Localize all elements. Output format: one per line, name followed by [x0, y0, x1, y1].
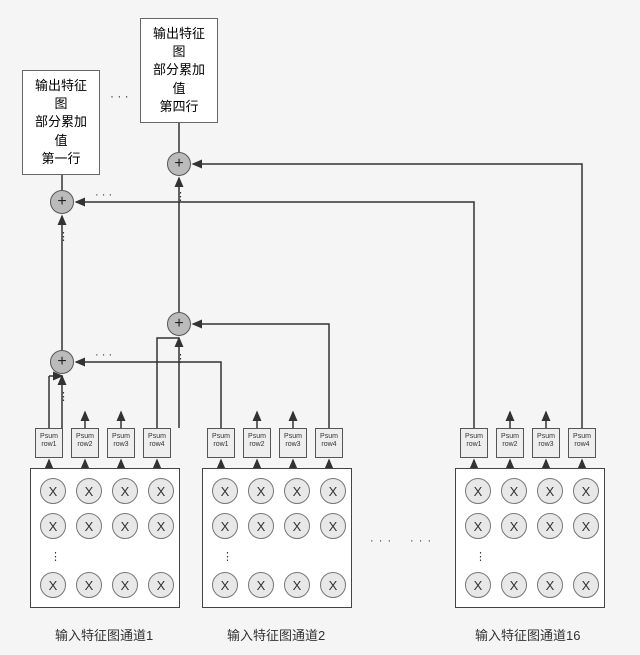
svg-text:⋮: ⋮ [58, 391, 69, 403]
psum-ch16-row2: Psumrow2 [496, 428, 524, 458]
svg-text:· · ·: · · · [110, 89, 129, 103]
out-row1-l1: 输出特征图 [35, 78, 87, 111]
xcell: X [76, 513, 102, 539]
xcell: X [320, 513, 346, 539]
xcell: X [112, 572, 138, 598]
psum-ch2-row3: Psumrow3 [279, 428, 307, 458]
xcell: X [112, 513, 138, 539]
hdots-icon: · · · [370, 535, 392, 547]
xcell: X [248, 572, 274, 598]
xcell: X [148, 572, 174, 598]
xcell: X [76, 478, 102, 504]
psum-ch16-row4: Psumrow4 [568, 428, 596, 458]
xcell: X [248, 513, 274, 539]
xcell: X [284, 513, 310, 539]
xcell: X [40, 513, 66, 539]
out-row4-l1: 输出特征图 [153, 26, 205, 59]
adder-lower-row4: + [167, 312, 191, 336]
xcell: X [501, 572, 527, 598]
xcell: X [320, 572, 346, 598]
psum-ch2-row4: Psumrow4 [315, 428, 343, 458]
svg-text:⋮: ⋮ [175, 191, 186, 203]
xcell: X [212, 513, 238, 539]
xcell: X [148, 513, 174, 539]
channel-label-16: 输入特征图通道16 [475, 625, 580, 644]
out-row4-l3: 第四行 [159, 99, 198, 114]
hdots-icon: · · · [410, 535, 432, 547]
svg-text:· · ·: · · · [95, 189, 112, 201]
channel-label-2: 输入特征图通道2 [227, 625, 325, 644]
xcell: X [284, 478, 310, 504]
xcell: X [284, 572, 310, 598]
xcell: X [465, 513, 491, 539]
xcell: X [573, 572, 599, 598]
vdots-icon: ⋮ [50, 550, 62, 563]
plus-icon: + [174, 315, 183, 333]
xcell: X [465, 478, 491, 504]
plus-icon: + [174, 155, 183, 173]
psum-ch2-row2: Psumrow2 [243, 428, 271, 458]
xcell: X [76, 572, 102, 598]
xcell: X [501, 478, 527, 504]
out-row1-l3: 第一行 [41, 151, 80, 166]
xcell: X [573, 513, 599, 539]
psum-ch2-row1: Psumrow1 [207, 428, 235, 458]
xcell: X [40, 478, 66, 504]
psum-ch16-row1: Psumrow1 [460, 428, 488, 458]
xcell: X [537, 513, 563, 539]
xcell: X [212, 572, 238, 598]
svg-text:⋮: ⋮ [58, 231, 69, 243]
diagram-root: · · · · · · · · · ⋮ ⋮ ⋮ ⋮ [0, 0, 640, 655]
xcell: X [501, 513, 527, 539]
svg-text:⋮: ⋮ [175, 353, 186, 365]
xcell: X [537, 572, 563, 598]
psum-ch1-row1: Psumrow1 [35, 428, 63, 458]
output-box-row4: 输出特征图 部分累加值 第四行 [140, 18, 218, 123]
xcell: X [573, 478, 599, 504]
psum-ch1-row3: Psumrow3 [107, 428, 135, 458]
xcell: X [320, 478, 346, 504]
vdots-icon: ⋮ [475, 550, 487, 563]
xcell: X [40, 572, 66, 598]
xcell: X [248, 478, 274, 504]
out-row4-l2: 部分累加值 [153, 62, 205, 95]
plus-icon: + [57, 193, 66, 211]
xcell: X [148, 478, 174, 504]
channel-label-1: 输入特征图通道1 [55, 625, 153, 644]
out-row1-l2: 部分累加值 [35, 114, 87, 147]
svg-text:· · ·: · · · [95, 349, 112, 361]
adder-lower-row1: + [50, 350, 74, 374]
adder-upper-row4: + [167, 152, 191, 176]
xcell: X [537, 478, 563, 504]
psum-ch16-row3: Psumrow3 [532, 428, 560, 458]
output-box-row1: 输出特征图 部分累加值 第一行 [22, 70, 100, 175]
vdots-icon: ⋮ [222, 550, 234, 563]
psum-ch1-row4: Psumrow4 [143, 428, 171, 458]
xcell: X [112, 478, 138, 504]
plus-icon: + [57, 353, 66, 371]
psum-ch1-row2: Psumrow2 [71, 428, 99, 458]
xcell: X [465, 572, 491, 598]
adder-upper-row1: + [50, 190, 74, 214]
xcell: X [212, 478, 238, 504]
